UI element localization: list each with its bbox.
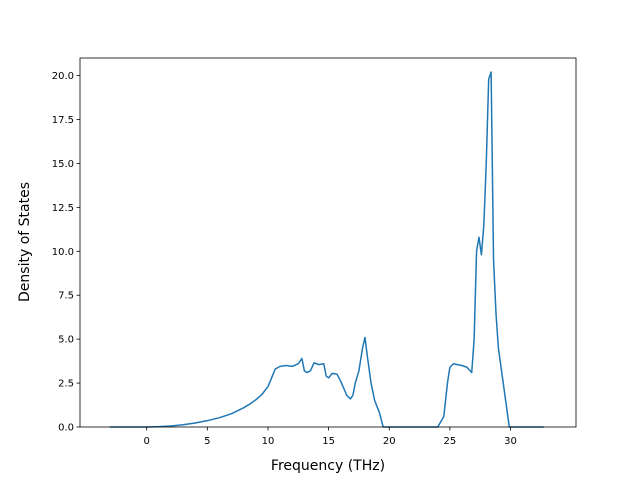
x-tick-label: 20 (383, 436, 396, 447)
y-tick-label: 10.0 (52, 247, 74, 258)
x-axis-label: Frequency (THz) (271, 458, 385, 474)
x-tick-label: 30 (504, 436, 517, 447)
y-tick-label: 17.5 (52, 115, 74, 126)
y-tick-label: 7.5 (58, 291, 74, 302)
axes: 0 5 10 15 20 25 30 0.0 2.5 5.0 7.5 10.0 12.5 15.0 17.5… (52, 57, 577, 447)
y-axis-label: Density of States (17, 182, 33, 302)
x-tick-label: 25 (444, 436, 457, 447)
x-tick-label: 15 (322, 436, 335, 447)
x-tick-label: 0 (144, 436, 150, 447)
y-tick-label: 20.0 (52, 71, 74, 82)
y-tick-label: 12.5 (52, 203, 74, 214)
y-tick-label: 0.0 (58, 423, 74, 434)
x-tick-label: 10 (262, 436, 275, 447)
y-tick-label: 15.0 (52, 159, 74, 170)
y-tick-label: 5.0 (58, 335, 74, 346)
y-tick-label: 2.5 (58, 379, 74, 390)
plot-frame (79, 57, 577, 428)
series-line-0 (109, 71, 545, 428)
plot-area (109, 71, 545, 428)
x-tick-label: 5 (204, 436, 210, 447)
